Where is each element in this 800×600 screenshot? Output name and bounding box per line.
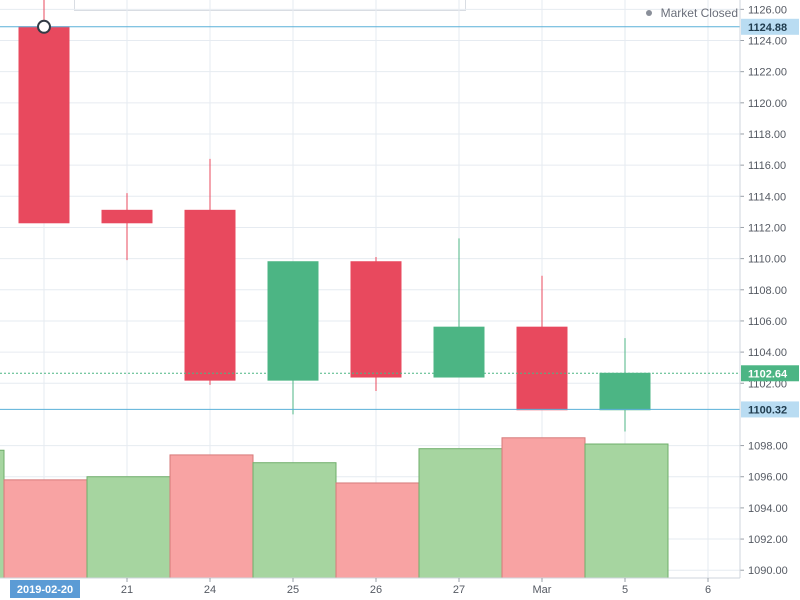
status-dot-icon bbox=[646, 9, 653, 16]
volume-bar bbox=[169, 454, 254, 579]
candle-body bbox=[350, 261, 402, 378]
price-marker-badge bbox=[741, 401, 799, 418]
date-badge bbox=[10, 580, 80, 598]
volume-bar bbox=[252, 462, 337, 579]
candle-body bbox=[184, 209, 236, 381]
candle-body bbox=[267, 261, 319, 381]
candle-body bbox=[599, 372, 651, 411]
x-tick-label: 5 bbox=[622, 584, 628, 596]
price-marker-badge bbox=[741, 365, 799, 382]
x-tick-label: 25 bbox=[287, 584, 299, 596]
price-marker-badge bbox=[741, 18, 799, 35]
volume-bar bbox=[501, 437, 586, 579]
market-status-text: Market Closed bbox=[660, 6, 738, 20]
candle-body bbox=[18, 26, 70, 224]
y-tick-label: 1092.00 bbox=[748, 534, 788, 546]
y-tick-label: 1122.00 bbox=[748, 67, 787, 79]
y-tick-label: 1106.00 bbox=[748, 316, 787, 328]
y-tick-label: 1096.00 bbox=[748, 472, 788, 484]
x-tick-label: 6 bbox=[705, 584, 711, 596]
y-tick-label: 1098.00 bbox=[748, 441, 788, 453]
y-tick-label: 1126.00 bbox=[748, 4, 787, 16]
market-status-label: Market Closed bbox=[646, 6, 738, 20]
y-tick-label: 1112.00 bbox=[748, 222, 786, 234]
volume-bar bbox=[418, 448, 503, 579]
candle-body bbox=[433, 326, 485, 378]
price-marker-label: 1100.32 bbox=[748, 404, 787, 416]
y-tick-label: 1108.00 bbox=[748, 285, 787, 297]
x-tick-label: 2019-02-20 bbox=[17, 584, 73, 596]
y-tick-label: 1114.00 bbox=[748, 191, 786, 203]
x-tick-label: 27 bbox=[453, 584, 465, 596]
volume-bar bbox=[0, 449, 5, 579]
volume-bar bbox=[86, 476, 171, 579]
price-marker-label: 1102.64 bbox=[748, 368, 788, 380]
x-tick-label: 24 bbox=[204, 584, 216, 596]
x-tick-label: Mar bbox=[533, 584, 552, 596]
volume-bar bbox=[584, 443, 669, 579]
y-tick-label: 1104.00 bbox=[748, 347, 787, 359]
volume-bar bbox=[335, 482, 420, 579]
y-tick-label: 1118.00 bbox=[748, 129, 786, 141]
volume-bar bbox=[3, 479, 88, 579]
y-tick-label: 1090.00 bbox=[748, 565, 788, 577]
toolbar-stub bbox=[74, 0, 466, 11]
x-tick-label: 21 bbox=[121, 584, 133, 596]
y-tick-label: 1094.00 bbox=[748, 503, 788, 515]
y-tick-label: 1124.00 bbox=[748, 36, 787, 48]
x-tick-label: 26 bbox=[370, 584, 382, 596]
candle-body bbox=[516, 326, 568, 411]
x-axis-band bbox=[0, 578, 800, 600]
y-tick-label: 1110.00 bbox=[748, 254, 786, 266]
y-tick-label: 1120.00 bbox=[748, 98, 787, 110]
price-marker-label: 1124.88 bbox=[748, 22, 787, 34]
candle-body bbox=[101, 209, 153, 224]
y-tick-label: 1116.00 bbox=[748, 160, 786, 172]
crosshair-point-icon bbox=[37, 19, 51, 34]
